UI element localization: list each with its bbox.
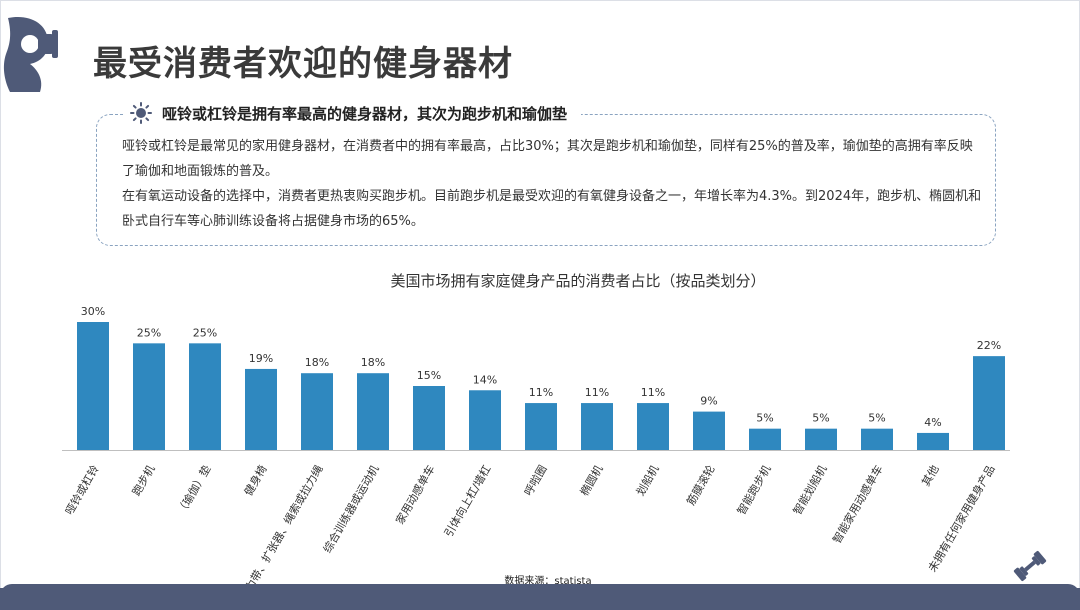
bar <box>973 356 1005 450</box>
bar-value-label: 11% <box>641 386 665 399</box>
bar-value-label: 11% <box>529 386 553 399</box>
bar <box>301 373 333 450</box>
bar <box>133 343 165 450</box>
bar-value-label: 4% <box>924 416 941 429</box>
bar <box>861 428 893 450</box>
callout-paragraph: 哑铃或杠铃是最常见的家用健身器材，在消费者中的拥有率最高，占比30%；其次是跑步… <box>122 139 973 179</box>
bar-chart: 30%哑铃或杠铃25%跑步机25%（瑜伽）垫19%健身椅18%拉力带、扩张器、绳… <box>62 305 1010 590</box>
bar <box>357 373 389 450</box>
bar <box>245 368 277 450</box>
sun-icon <box>130 102 152 124</box>
bar-value-label: 14% <box>473 373 497 386</box>
bar-value-label: 9% <box>700 395 717 408</box>
bar-value-label: 19% <box>249 352 273 365</box>
callout-body: 哑铃或杠铃是最常见的家用健身器材，在消费者中的拥有率最高，占比30%；其次是跑步… <box>122 134 982 234</box>
callout-header: 哑铃或杠铃是拥有率最高的健身器材，其次为跑步机和瑜伽垫 <box>124 100 582 126</box>
bar <box>413 386 445 450</box>
bar-value-label: 15% <box>417 369 441 382</box>
x-tick-label: 跑步机 <box>129 463 158 499</box>
callout-paragraph: 在有氧运动设备的选择中，消费者更热衷购买跑步机。目前跑步机是最受欢迎的有氧健身设… <box>122 189 982 229</box>
bar <box>917 432 949 450</box>
bar <box>469 390 501 450</box>
bar-value-label: 5% <box>868 412 885 425</box>
x-tick-label: 家用动感单车 <box>392 463 437 527</box>
bar <box>805 428 837 450</box>
page-title: 最受消费者欢迎的健身器材 <box>93 44 513 84</box>
x-tick-label: 哑铃或杠铃 <box>62 463 102 518</box>
fitness-arm-logo-icon <box>3 16 58 93</box>
x-tick-label: 划船机 <box>633 463 662 499</box>
bar-value-label: 22% <box>977 339 1001 352</box>
x-tick-label: 其他 <box>919 463 941 489</box>
bar-value-label: 5% <box>812 412 829 425</box>
bar <box>581 403 613 450</box>
bar <box>637 403 669 450</box>
x-tick-label: 智能家用动感单车 <box>829 463 885 546</box>
bar <box>77 322 109 450</box>
bar-value-label: 18% <box>305 356 329 369</box>
bar <box>749 428 781 450</box>
x-tick-label: 智能跑步机 <box>734 463 774 518</box>
callout-title: 哑铃或杠铃是拥有率最高的健身器材，其次为跑步机和瑜伽垫 <box>162 104 568 123</box>
bar <box>525 403 557 450</box>
bar-value-label: 30% <box>81 305 105 318</box>
x-tick-label: 健身椅 <box>241 463 270 499</box>
x-tick-label: 综合训练器或运动机 <box>320 463 382 556</box>
x-tick-label: （瑜伽）垫 <box>174 463 214 518</box>
x-tick-label: 引体向上杠/墙杠 <box>441 463 493 540</box>
dumbbell-icon <box>1013 550 1047 582</box>
bar-value-label: 18% <box>361 356 385 369</box>
x-tick-label: 呼啦圈 <box>521 463 550 499</box>
chart-title: 美国市场拥有家庭健身产品的消费者占比（按品类划分） <box>390 272 766 290</box>
x-tick-label: 筋膜滚轮 <box>683 463 717 508</box>
data-source: 数据来源：statista <box>504 576 592 587</box>
bar-value-label: 25% <box>193 326 217 339</box>
footer-bar-base <box>0 588 1080 610</box>
bar-value-label: 5% <box>756 412 773 425</box>
bar-value-label: 11% <box>585 386 609 399</box>
bar <box>189 343 221 450</box>
x-tick-label: 智能划船机 <box>790 463 830 518</box>
bar <box>693 411 725 450</box>
x-tick-label: 椭圆机 <box>577 463 606 499</box>
bar-value-label: 25% <box>137 326 161 339</box>
